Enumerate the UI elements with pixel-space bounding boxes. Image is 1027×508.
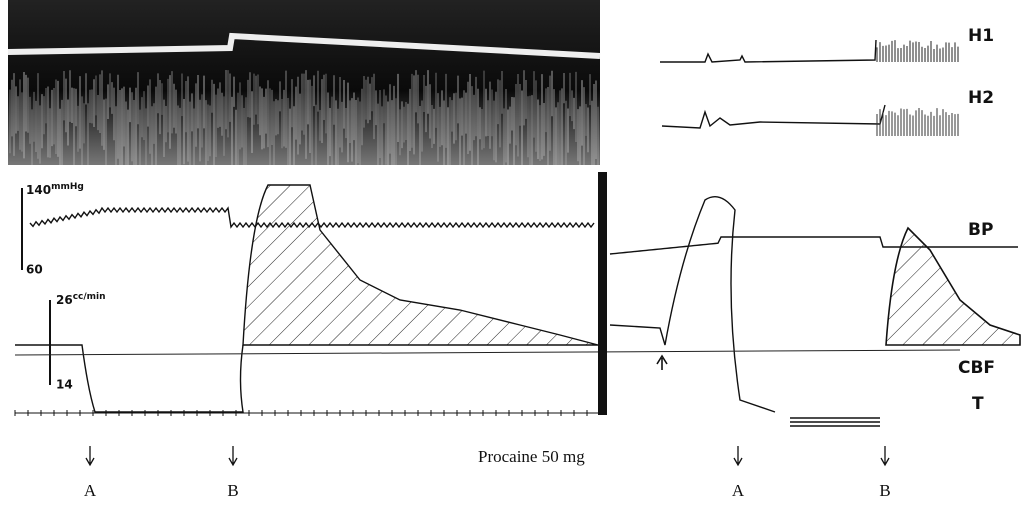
flow-scale-bottom: 14 [56, 378, 73, 392]
h1-label: H1 [968, 26, 994, 46]
cbf-label: CBF [958, 358, 995, 378]
time-ticks [14, 410, 588, 416]
marker-label: A [732, 481, 745, 500]
flow-area [885, 226, 1021, 346]
down-arrow [85, 446, 95, 467]
bp-scale-top: 140mmHg [26, 182, 84, 197]
bp-trace [609, 236, 1018, 255]
t-label: T [972, 394, 984, 414]
cbf-trace [609, 196, 776, 413]
drug-bar [790, 417, 880, 427]
marker-label: A [84, 481, 97, 500]
flow-scale-top: 26cc/min [56, 292, 106, 307]
bp-label: BP [968, 220, 993, 240]
down-arrow [880, 446, 890, 467]
flow-area [242, 184, 599, 346]
down-arrow [228, 446, 238, 467]
up-arrow [656, 354, 668, 370]
cbf-baseline [14, 349, 961, 356]
recording-panel [7, 0, 601, 165]
drug-label: Procaine 50 mg [478, 447, 585, 466]
cbf-trace [15, 344, 244, 413]
h2-label: H2 [968, 88, 994, 108]
down-arrow [733, 446, 743, 467]
h2-trace [661, 104, 886, 129]
marker-label: B [879, 481, 890, 500]
heart-spikes [876, 40, 959, 136]
bp-scale-bottom: 60 [26, 263, 43, 277]
h1-trace [660, 39, 877, 63]
marker-label: B [227, 481, 238, 500]
separator [598, 172, 607, 415]
